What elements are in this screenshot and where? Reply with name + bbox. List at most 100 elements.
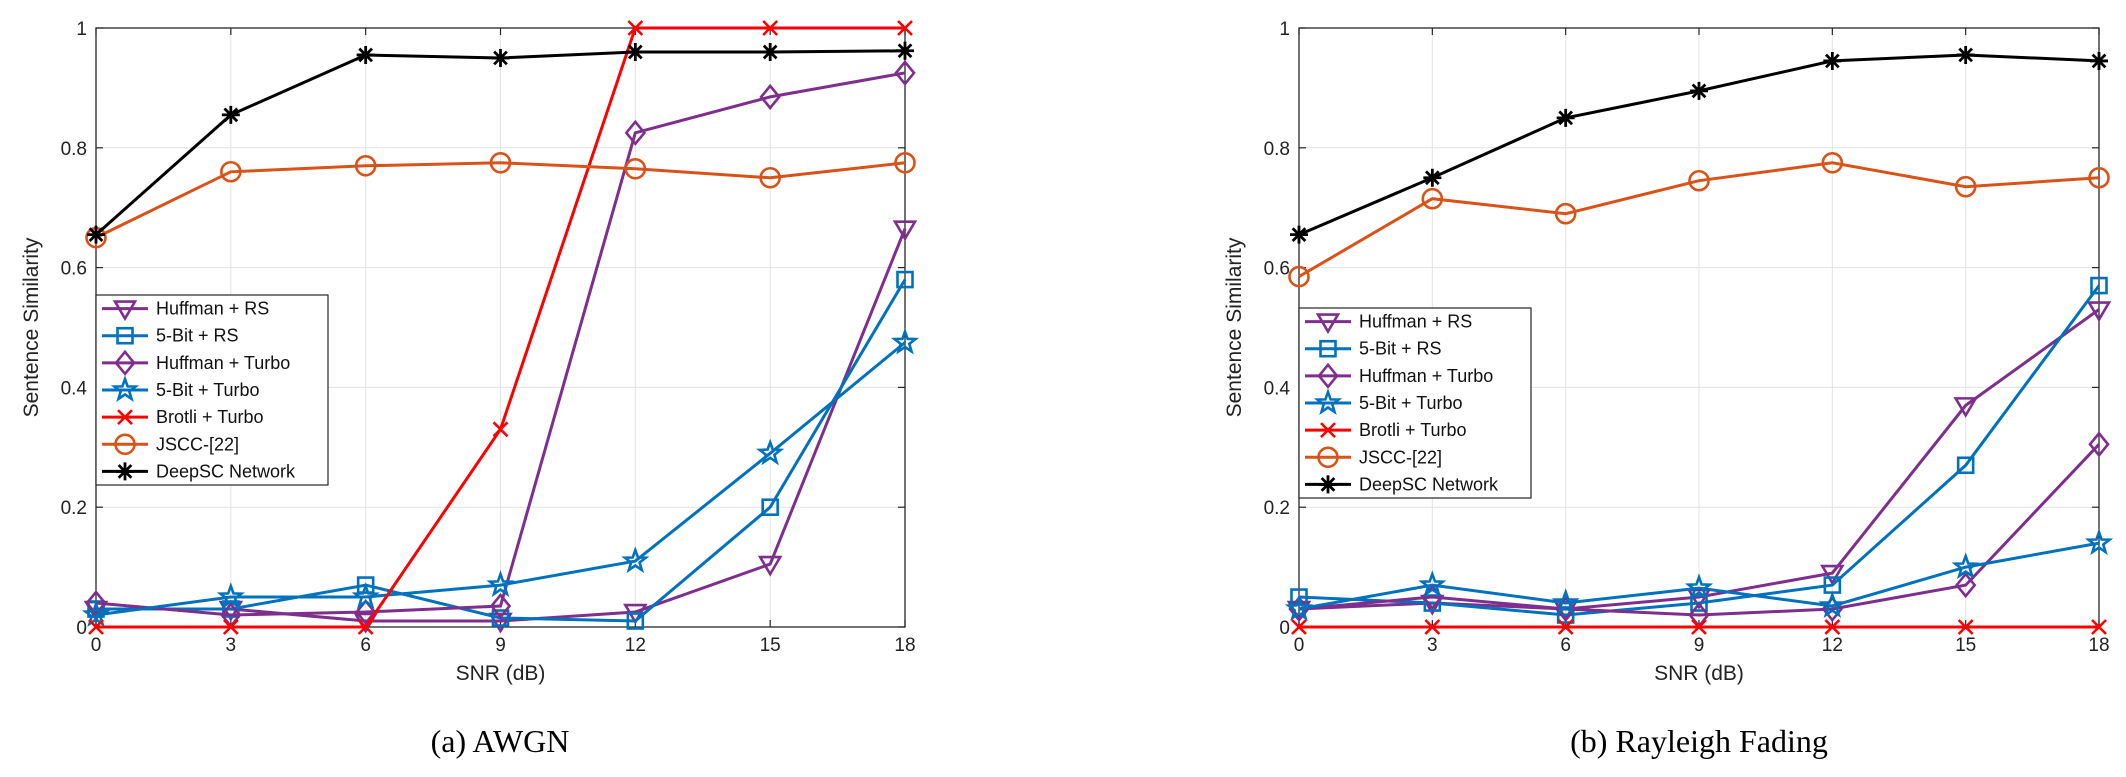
legend-label: DeepSC Network	[1359, 474, 1499, 494]
legend-marker	[1319, 475, 1337, 494]
data-point	[624, 119, 647, 146]
data-point	[756, 438, 785, 466]
data-point	[890, 327, 920, 355]
x-tick-label: 3	[1427, 635, 1438, 656]
y-tick-label: 0.8	[1264, 139, 1290, 160]
data-point	[220, 160, 242, 183]
data-point	[1418, 570, 1447, 598]
subfigure-caption: (b) Rayleigh Fading	[1570, 723, 1828, 759]
data-point	[1290, 225, 1308, 244]
series-line	[1298, 541, 2100, 611]
x-tick-label: 15	[1955, 635, 1976, 656]
data-point	[759, 83, 781, 110]
data-point	[81, 600, 111, 628]
data-point	[896, 41, 914, 60]
chart-panel-2: 0 3 6 9 12 15 18 0 0.2 0.4 0.6 0.8 1 SNR (dB) Sentence…	[1223, 19, 2114, 759]
legend-item: 5-Bit + RS	[1305, 339, 1442, 359]
legend-marker	[1315, 313, 1341, 335]
data-point	[1291, 619, 1307, 635]
data-point	[1556, 108, 1575, 127]
legend-label: 5-Bit + Turbo	[156, 380, 260, 400]
data-point	[2088, 431, 2110, 458]
legend-label: Huffman + RS	[156, 299, 269, 319]
legend-marker	[114, 349, 136, 376]
y-tick-label: 0.4	[61, 378, 88, 399]
series-line	[95, 161, 906, 239]
data-point	[486, 570, 515, 598]
data-point	[1290, 588, 1308, 606]
legend-marker	[112, 300, 138, 322]
legend-label: Huffman + RS	[1359, 312, 1472, 332]
x-tick-label: 18	[894, 635, 915, 656]
y-tick-label: 0.2	[1264, 498, 1290, 519]
legend: Huffman + RS 5-Bit + RS Huffman + Turbo 5-B…	[1298, 307, 1532, 499]
y-tick-label: 0.4	[1264, 378, 1291, 399]
x-tick-label: 9	[495, 635, 506, 656]
data-point	[896, 270, 914, 289]
legend-marker	[1313, 388, 1343, 416]
data-point	[1821, 151, 1844, 174]
data-point	[1956, 45, 1975, 64]
legend-marker	[114, 433, 136, 456]
y-tick-label: 0.8	[61, 139, 87, 160]
data-point	[1824, 619, 1841, 635]
series-deepsc-network	[87, 41, 914, 244]
data-point	[1957, 619, 1974, 635]
data-point	[1954, 572, 1977, 599]
series-line	[95, 71, 906, 617]
legend-item: JSCC-[22]	[1305, 446, 1442, 469]
data-point	[1688, 169, 1710, 192]
data-point	[1820, 564, 1845, 586]
subfigure-caption: (a) AWGN	[431, 723, 570, 759]
legend-item: DeepSC Network	[1305, 474, 1499, 494]
data-point	[1823, 51, 1842, 70]
data-point	[626, 612, 645, 630]
data-point	[1557, 619, 1574, 635]
data-point	[1284, 594, 1314, 622]
series-group	[1284, 45, 2114, 635]
legend-marker	[117, 409, 133, 426]
data-point	[351, 582, 380, 610]
legend-label: Brotli + Turbo	[1359, 420, 1467, 440]
data-point	[2091, 619, 2107, 635]
y-tick-label: 0	[76, 618, 87, 639]
series-line	[1298, 443, 2101, 617]
data-point	[491, 48, 510, 67]
legend-label: 5-Bit + RS	[1359, 339, 1442, 359]
legend-marker	[1319, 339, 1337, 358]
y-axis-label: Sentence Similarity	[20, 237, 43, 417]
data-point	[354, 154, 377, 177]
data-point	[356, 45, 375, 64]
data-point	[1691, 619, 1707, 635]
data-point	[2090, 51, 2108, 70]
x-axis-label: SNR (dB)	[1654, 662, 1744, 685]
y-tick-label: 1	[1279, 19, 1290, 40]
data-point	[1684, 573, 1714, 601]
legend-item: Huffman + Turbo	[1305, 362, 1493, 389]
series-deepsc-network	[1290, 45, 2108, 244]
y-tick-label: 0.6	[1264, 259, 1290, 280]
data-point	[216, 582, 245, 610]
data-point	[894, 59, 916, 86]
data-point	[1421, 187, 1444, 210]
legend-label: Brotli + Turbo	[156, 407, 264, 427]
data-point	[2086, 301, 2112, 323]
data-point	[2088, 166, 2110, 189]
data-point	[356, 576, 375, 594]
data-point	[1818, 591, 1847, 619]
data-point	[1424, 619, 1441, 635]
data-point	[624, 157, 647, 180]
data-point	[626, 42, 645, 61]
data-point	[1554, 595, 1577, 623]
x-tick-label: 18	[2088, 635, 2109, 656]
series-jscc-22-	[1288, 151, 2110, 288]
legend-item: Brotli + Turbo	[1305, 420, 1467, 440]
data-point	[757, 555, 783, 577]
legend-label: DeepSC Network	[156, 461, 296, 481]
legend-label: Huffman + Turbo	[156, 353, 290, 373]
data-point	[621, 546, 650, 574]
data-point	[1686, 588, 1712, 610]
legend-item: Brotli + Turbo	[102, 407, 264, 427]
series-jscc-22-	[85, 151, 916, 249]
legend-item: 5-Bit + Turbo	[1305, 388, 1463, 416]
